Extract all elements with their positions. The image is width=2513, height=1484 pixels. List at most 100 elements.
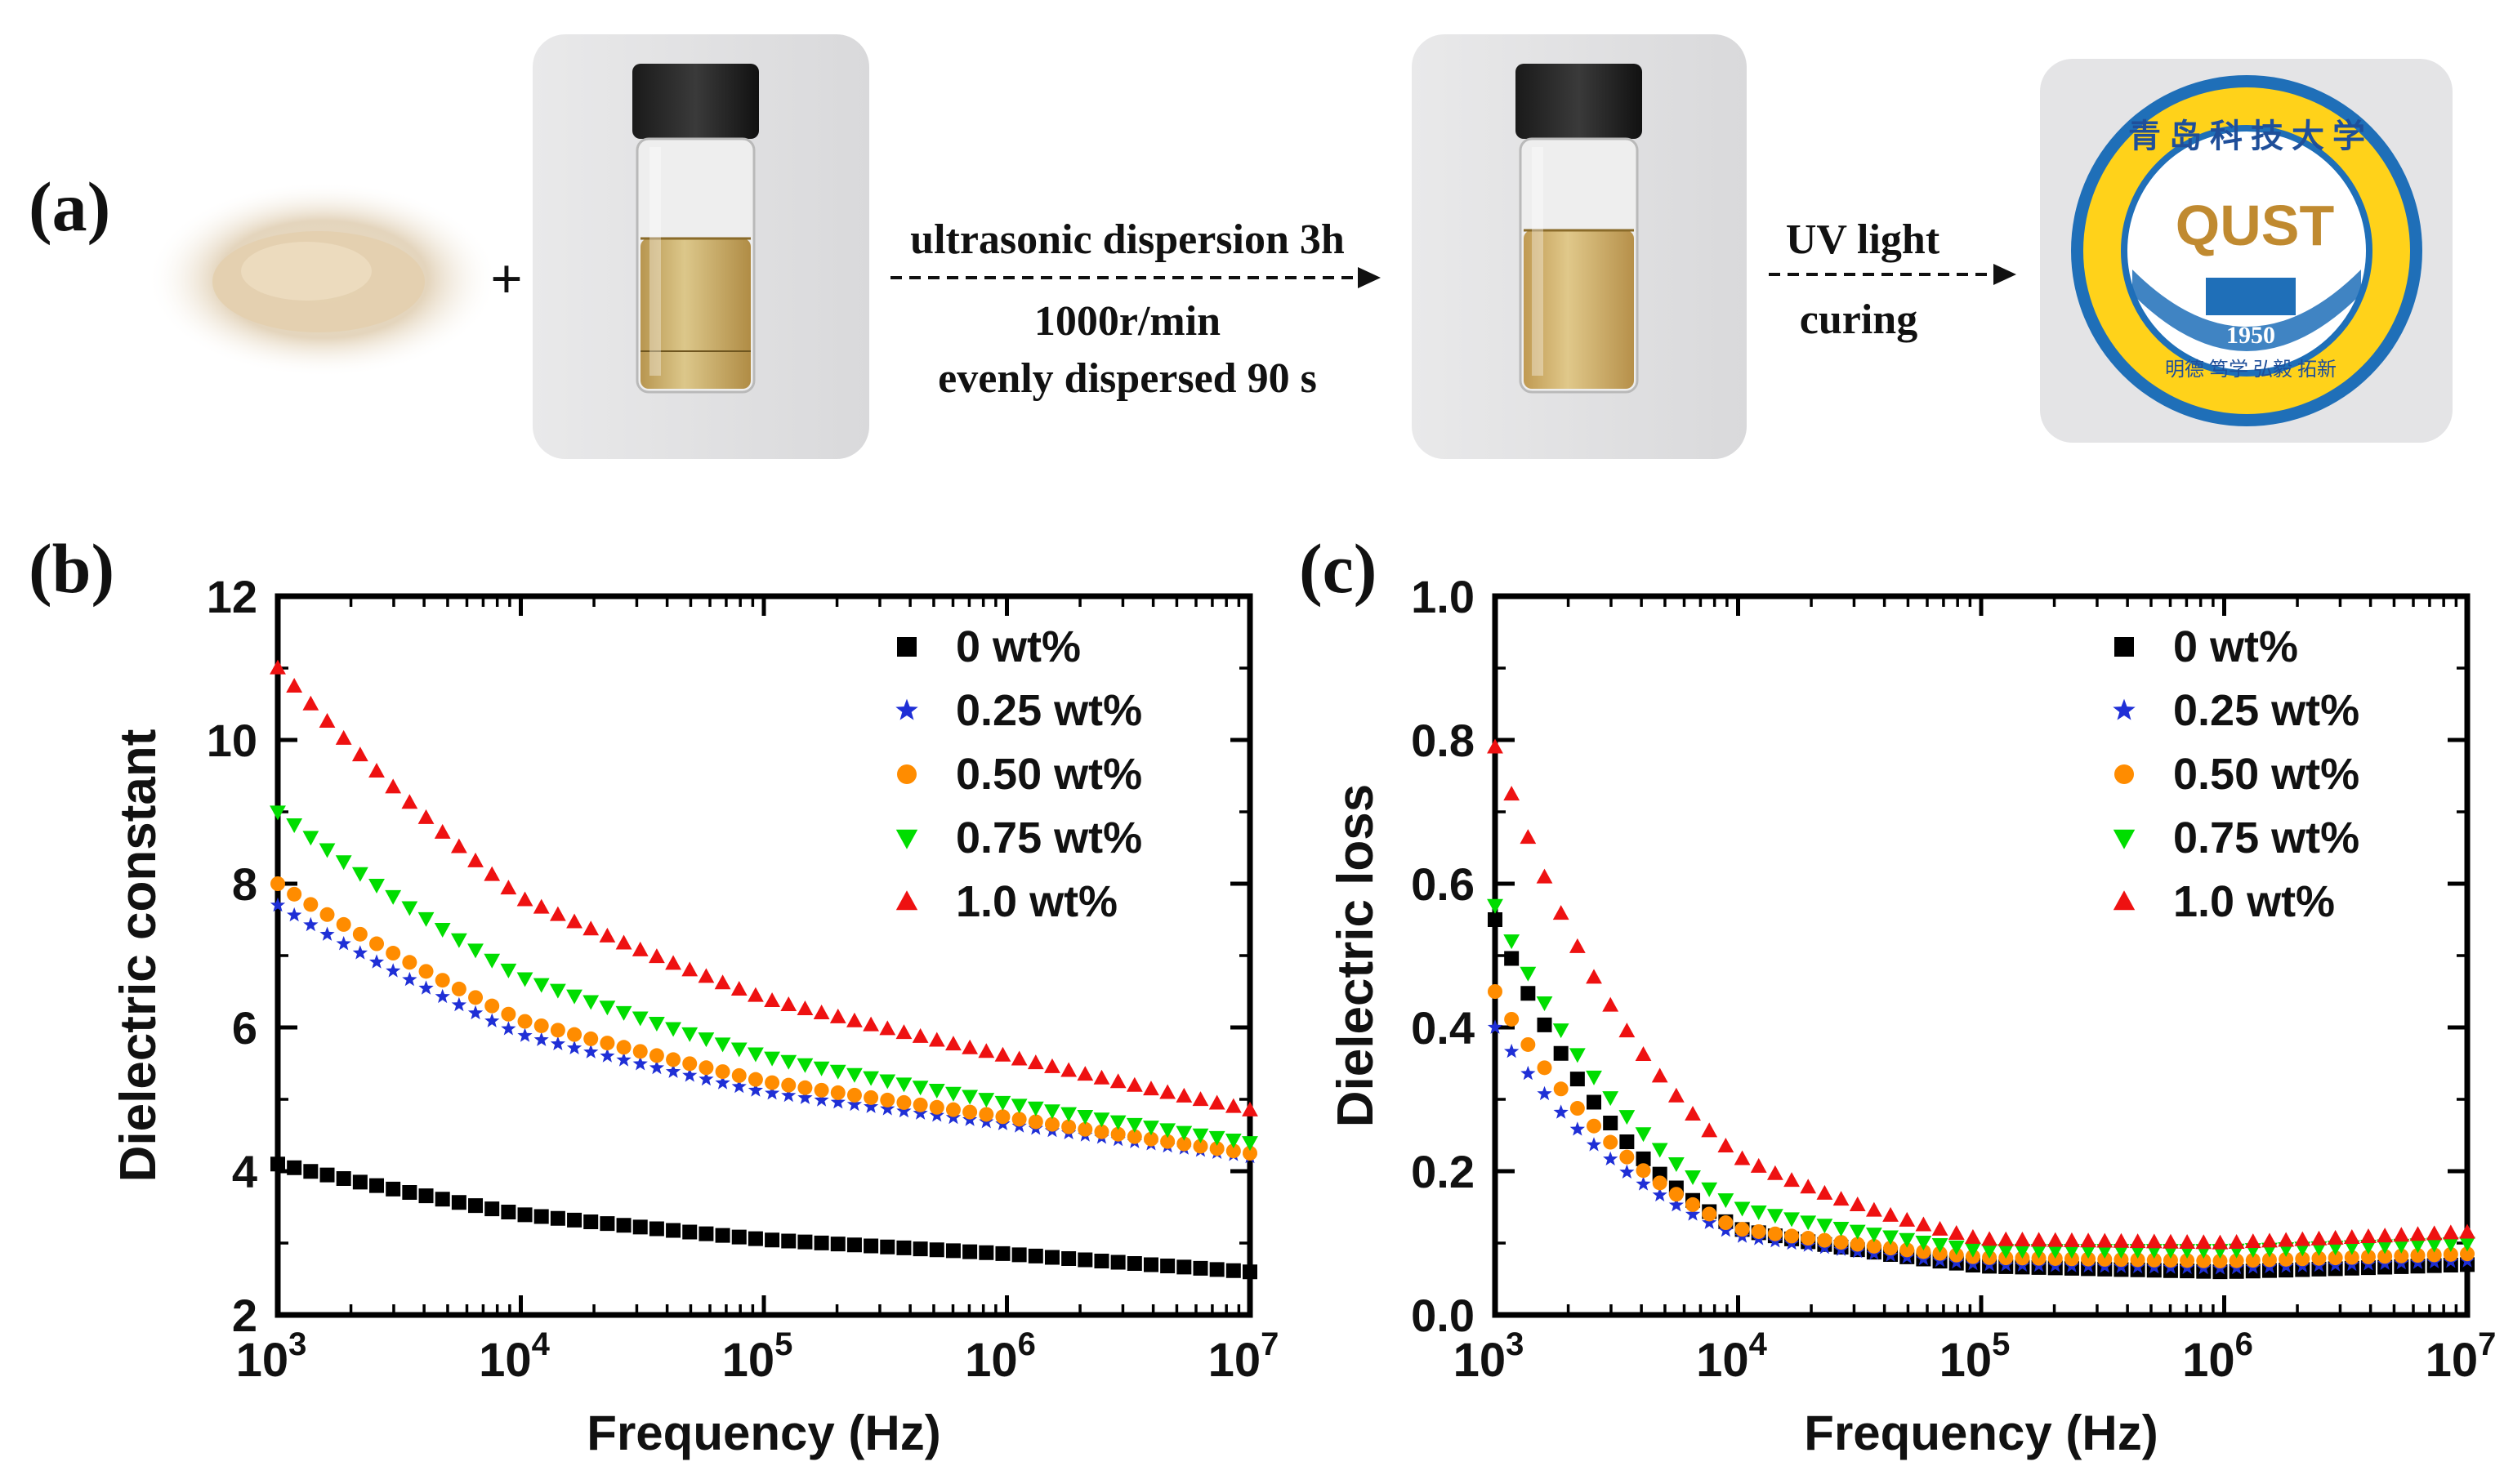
data-point — [2442, 1224, 2459, 1240]
data-point — [1536, 996, 1553, 1012]
data-point — [830, 1094, 846, 1109]
data-point — [995, 1109, 1011, 1125]
data-point — [1143, 1131, 1158, 1147]
data-point — [2426, 1237, 2443, 1253]
data-point — [979, 1107, 994, 1122]
data-point — [731, 1229, 747, 1245]
data-point — [1011, 1099, 1028, 1114]
legend-marker — [2114, 637, 2134, 657]
y-tick-label: 10 — [207, 715, 257, 766]
data-point — [566, 1040, 582, 1054]
data-point — [632, 1044, 648, 1059]
data-point — [582, 995, 600, 1010]
data-point — [1243, 1264, 1257, 1280]
data-point — [2261, 1232, 2278, 1248]
legend-marker — [897, 764, 917, 784]
data-point — [880, 1092, 895, 1107]
data-point — [2212, 1253, 2228, 1268]
data-point — [913, 1097, 928, 1112]
data-point — [385, 889, 402, 905]
data-point — [451, 1195, 466, 1210]
data-point — [1176, 1136, 1192, 1152]
data-point — [1586, 969, 1602, 984]
data-point — [632, 1011, 649, 1027]
data-point — [335, 855, 352, 871]
data-point — [615, 934, 632, 950]
data-point — [994, 1095, 1011, 1111]
data-point — [665, 1022, 681, 1037]
data-point — [1093, 1112, 1110, 1128]
data-point — [385, 778, 402, 794]
data-point — [1209, 1141, 1225, 1156]
data-point — [1817, 1232, 1832, 1248]
legend-marker — [2114, 764, 2134, 784]
data-point — [1800, 1215, 1817, 1231]
data-point — [352, 945, 368, 960]
y-tick-label: 8 — [232, 858, 257, 910]
data-point — [501, 1006, 516, 1022]
data-point — [2096, 1232, 2114, 1248]
data-point — [2113, 1232, 2130, 1248]
data-point — [2459, 1237, 2475, 1252]
data-point — [945, 1086, 962, 1102]
data-point — [681, 961, 699, 977]
data-point — [665, 1063, 681, 1078]
data-point — [2295, 1251, 2310, 1267]
data-point — [386, 963, 401, 978]
data-point — [1504, 951, 1520, 966]
data-point — [2344, 1250, 2359, 1265]
data-point — [1865, 1201, 1882, 1217]
data-point — [1193, 1260, 1208, 1276]
data-point — [270, 897, 286, 912]
data-point — [1800, 1179, 1817, 1194]
data-point — [1078, 1252, 1093, 1268]
data-point — [549, 983, 566, 999]
data-point — [1242, 1136, 1258, 1152]
data-point — [1734, 1222, 1750, 1237]
data-point — [1488, 912, 1502, 927]
data-point — [517, 1207, 533, 1223]
data-point — [1652, 1187, 1667, 1202]
legend-marker — [897, 637, 917, 657]
data-point — [1143, 1257, 1158, 1272]
data-point — [1636, 1176, 1651, 1191]
dispersion-text-1: ultrasonic dispersion 3h — [910, 216, 1345, 263]
data-point — [1981, 1244, 1997, 1259]
legend: 0 wt% 0.25 wt% 0.50 wt% 0.75 wt% 1.0 wt% — [895, 622, 1142, 926]
data-point — [467, 852, 484, 867]
data-point — [615, 1005, 632, 1021]
x-tick-label: 107 — [2426, 1326, 2497, 1387]
data-point — [929, 1242, 944, 1258]
data-point — [2097, 1251, 2113, 1267]
series-1-0-wt- — [1487, 738, 2475, 1250]
series-0-75-wt- — [270, 805, 1258, 1152]
data-point — [1602, 1091, 1619, 1107]
data-point — [287, 1160, 302, 1175]
data-point — [401, 794, 418, 809]
data-point — [2360, 1228, 2377, 1244]
data-point — [879, 1020, 896, 1036]
data-point — [616, 1052, 632, 1067]
data-point — [1060, 1107, 1078, 1122]
data-point — [2129, 1233, 2146, 1249]
data-point — [1702, 1214, 1717, 1229]
data-point — [1587, 1118, 1602, 1134]
y-axis-label: Dielectric loss — [1328, 784, 1384, 1127]
data-point — [1552, 905, 1569, 920]
vial-photo-resin — [533, 34, 869, 459]
data-point — [2343, 1240, 2360, 1255]
data-point — [978, 1093, 995, 1108]
legend-label: 0.75 wt% — [2173, 813, 2359, 862]
data-point — [1078, 1121, 1093, 1137]
data-point — [1685, 1170, 1701, 1186]
data-point — [302, 831, 319, 846]
data-point — [270, 1156, 285, 1172]
data-point — [1717, 1193, 1734, 1209]
x-tick-label: 104 — [1696, 1326, 1768, 1387]
data-point — [1520, 966, 1537, 982]
data-point — [2064, 1244, 2080, 1259]
x-axis-label: Frequency (Hz) — [587, 1406, 940, 1460]
chart-b: 103 104 105 106 107 2 4 6 8 10 12 Frequency (Hz) Die… — [110, 571, 1279, 1460]
data-point — [319, 1167, 335, 1183]
data-point — [1537, 1017, 1552, 1032]
